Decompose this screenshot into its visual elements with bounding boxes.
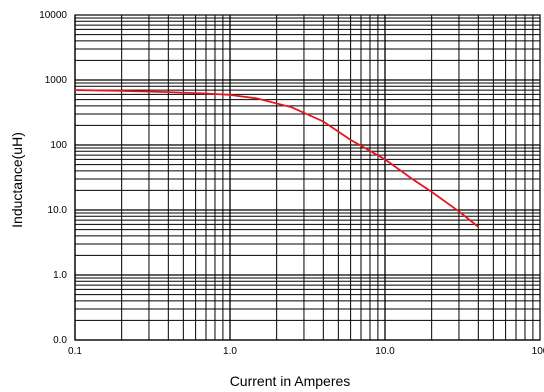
y-tick-labels: 0.0 1.0 10.0 100 1000 10000 xyxy=(39,10,67,346)
plot-frame xyxy=(74,14,541,341)
inductance-curve xyxy=(74,89,479,228)
minor-gridlines xyxy=(75,15,540,340)
plot-area xyxy=(75,15,540,340)
y-tick-label: 1.0 xyxy=(53,270,67,281)
y-tick-label: 100 xyxy=(50,140,67,151)
x-tick-label: 0.1 xyxy=(68,346,82,357)
y-tick-label: 1000 xyxy=(45,75,68,86)
y-tick-label: 0.0 xyxy=(53,335,67,346)
y-tick-label: 10.0 xyxy=(48,205,68,216)
x-tick-label: 100 xyxy=(532,346,544,357)
y-axis-title: Inductance(uH) xyxy=(9,132,25,228)
x-tick-label: 10.0 xyxy=(375,346,395,357)
x-axis-title: Current in Amperes xyxy=(230,373,351,389)
y-tick-label: 10000 xyxy=(39,10,67,21)
x-tick-label: 1.0 xyxy=(223,346,237,357)
x-tick-labels: 0.1 1.0 10.0 100 xyxy=(68,346,544,357)
